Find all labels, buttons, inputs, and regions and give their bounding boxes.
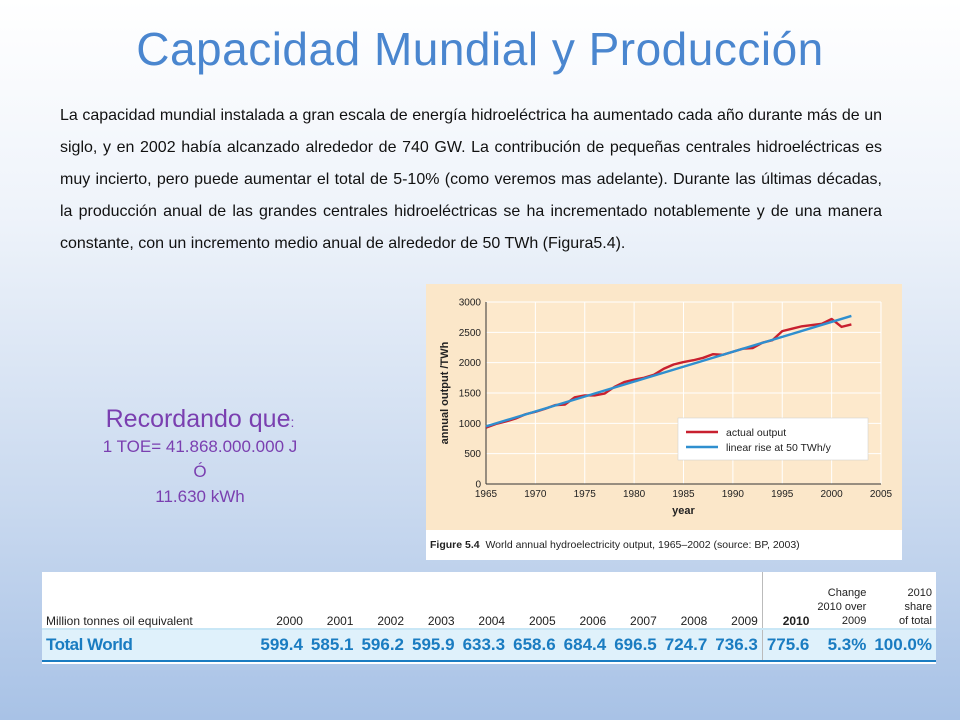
- legend-box: [677, 417, 869, 461]
- year-header: 2009: [711, 572, 763, 630]
- x-tick-label: 2000: [821, 489, 844, 500]
- legend-entry: linear rise at 50 TWh/y: [726, 442, 832, 454]
- year-header: 2005: [509, 572, 560, 630]
- change-header: Change 2010 over 2009: [813, 572, 871, 630]
- reminder-line-3: 11.630 kWh: [155, 487, 245, 506]
- year-header: 2001: [306, 572, 358, 630]
- change-header-line: Change: [827, 587, 867, 599]
- table-cell: 775.6: [761, 628, 814, 662]
- change-header-line: 2009: [841, 615, 867, 627]
- share-header: 2010 share of total: [870, 572, 936, 630]
- x-tick-label: 1985: [672, 489, 695, 500]
- x-tick-label: 1990: [722, 489, 745, 500]
- figure-caption-text: World annual hydroelectricity output, 19…: [485, 539, 800, 551]
- hydro-output-chart: 0 500 1000 1500 2000 2500 3000 1965 1970 1975 1980…: [439, 298, 893, 518]
- reminder-line-1: 1 TOE= 41.868.000.000 J: [102, 437, 298, 456]
- row-label: Total World: [42, 628, 257, 662]
- y-tick-label: 2000: [459, 358, 482, 369]
- x-tick-label: 1975: [574, 489, 597, 500]
- y-axis-label: annual output /TWh: [439, 341, 451, 444]
- reminder-heading-text: Recordando que: [105, 405, 291, 433]
- share-header-line: of total: [898, 615, 932, 627]
- x-tick-label: 1980: [623, 489, 646, 500]
- figure-caption: Figure 5.4 World annual hydroelectricity…: [426, 530, 902, 560]
- series-line-linear-rise: [485, 314, 852, 428]
- y-tick-label: 500: [464, 449, 481, 460]
- y-tick-label: 2500: [459, 328, 482, 339]
- table-header-row: Million tonnes oil equivalent 2000 2001 …: [42, 572, 936, 630]
- x-tick-label: 1970: [524, 489, 547, 500]
- year-header: 2004: [458, 572, 510, 630]
- table-cell: 696.5: [610, 628, 661, 662]
- reminder-box: Recordando que: 1 TOE= 41.868.000.000 J …: [40, 405, 360, 509]
- legend-entry: actual output: [726, 427, 786, 439]
- x-axis-label: year: [672, 505, 695, 517]
- x-tick-label: 1965: [475, 489, 498, 500]
- x-tick-label: 2005: [870, 489, 893, 500]
- share-header-line: share: [904, 601, 932, 613]
- year-header: 2000: [256, 572, 307, 630]
- year-header: 2002: [357, 572, 409, 630]
- table-cell: 684.4: [559, 628, 611, 662]
- y-tick-label: 1500: [459, 389, 482, 400]
- reminder-heading: Recordando que:: [40, 405, 360, 434]
- table-row: Total World 599.4 585.1 596.2 595.9 633.…: [42, 628, 936, 662]
- year-header: 2007: [610, 572, 661, 630]
- share-header-line: 2010: [907, 587, 932, 599]
- slide-title: Capacidad Mundial y Producción: [136, 23, 824, 75]
- table-cell: 724.7: [660, 628, 712, 662]
- table-cell-share: 100.0%: [870, 628, 936, 662]
- change-header-line: 2010 over: [817, 601, 867, 613]
- table-cell-change: 5.3%: [813, 628, 871, 662]
- y-tick-label: 0: [475, 480, 481, 491]
- table-cell: 658.6: [509, 628, 560, 662]
- table-cell: 595.9: [408, 628, 459, 662]
- x-tick-label: 1995: [771, 489, 794, 500]
- hydro-consumption-table: Million tonnes oil equivalent 2000 2001 …: [42, 572, 936, 664]
- reminder-colon: :: [290, 414, 295, 430]
- year-header: 2006: [559, 572, 611, 630]
- table-cell: 736.3: [711, 628, 763, 662]
- year-header: 2008: [660, 572, 712, 630]
- table-cell: 596.2: [357, 628, 409, 662]
- year-header-current: 2010: [761, 572, 814, 630]
- hydro-output-figure: 0 500 1000 1500 2000 2500 3000 1965 1970 1975 1980…: [426, 284, 902, 560]
- y-tick-label: 3000: [459, 298, 482, 309]
- table-header-label: Million tonnes oil equivalent: [42, 572, 257, 630]
- figure-caption-label: Figure 5.4: [430, 539, 480, 551]
- reminder-line-2: Ó: [193, 462, 207, 481]
- table-cell: 599.4: [256, 628, 307, 662]
- intro-paragraph: La capacidad mundial instalada a gran es…: [60, 107, 882, 252]
- year-header: 2003: [408, 572, 459, 630]
- y-tick-label: 1000: [459, 419, 482, 430]
- data-table: Million tonnes oil equivalent 2000 2001 …: [42, 572, 936, 662]
- table-cell: 633.3: [458, 628, 510, 662]
- table-cell: 585.1: [306, 628, 358, 662]
